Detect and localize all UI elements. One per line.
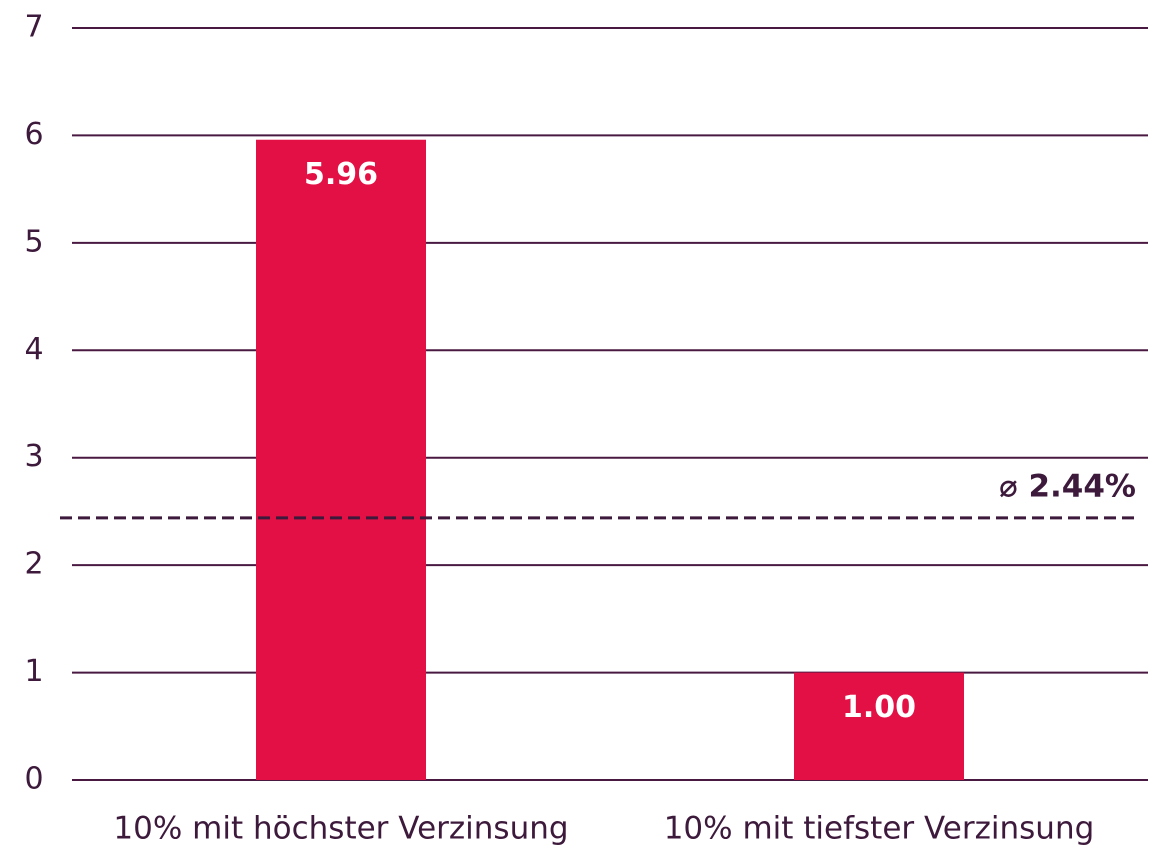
y-tick-label: 2 bbox=[24, 547, 43, 582]
reference-label: ⌀ 2.44% bbox=[999, 468, 1136, 504]
y-tick-label: 5 bbox=[24, 224, 43, 259]
bar bbox=[794, 672, 964, 780]
y-tick-label: 3 bbox=[24, 439, 43, 474]
value-label: 5.96 bbox=[304, 157, 378, 192]
y-tick-label: 4 bbox=[24, 332, 43, 367]
x-tick-label: 10% mit höchster Verzinsung bbox=[113, 811, 568, 846]
y-tick-label: 1 bbox=[24, 654, 43, 689]
y-tick-label: 6 bbox=[24, 117, 43, 152]
y-tick-label: 0 bbox=[24, 762, 43, 797]
value-label: 1.00 bbox=[842, 690, 916, 725]
x-tick-label: 10% mit tiefster Verzinsung bbox=[664, 811, 1095, 846]
y-tick-label: 7 bbox=[24, 10, 43, 45]
bar bbox=[256, 139, 426, 780]
